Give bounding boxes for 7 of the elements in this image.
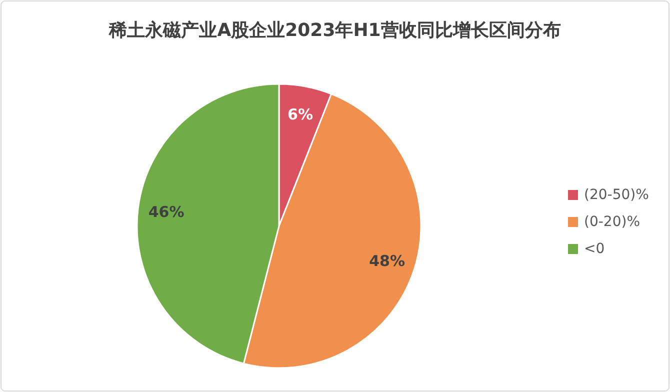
legend-label: (20-50)% — [584, 187, 649, 203]
legend-label: (0-20)% — [584, 214, 640, 230]
legend-label: <0 — [584, 241, 605, 257]
chart-title: 稀土永磁产业A股企业2023年H1营收同比增长区间分布 — [108, 20, 561, 41]
data-label: 48% — [369, 252, 405, 270]
data-label: 6% — [288, 105, 314, 124]
data-label: 46% — [148, 202, 184, 221]
